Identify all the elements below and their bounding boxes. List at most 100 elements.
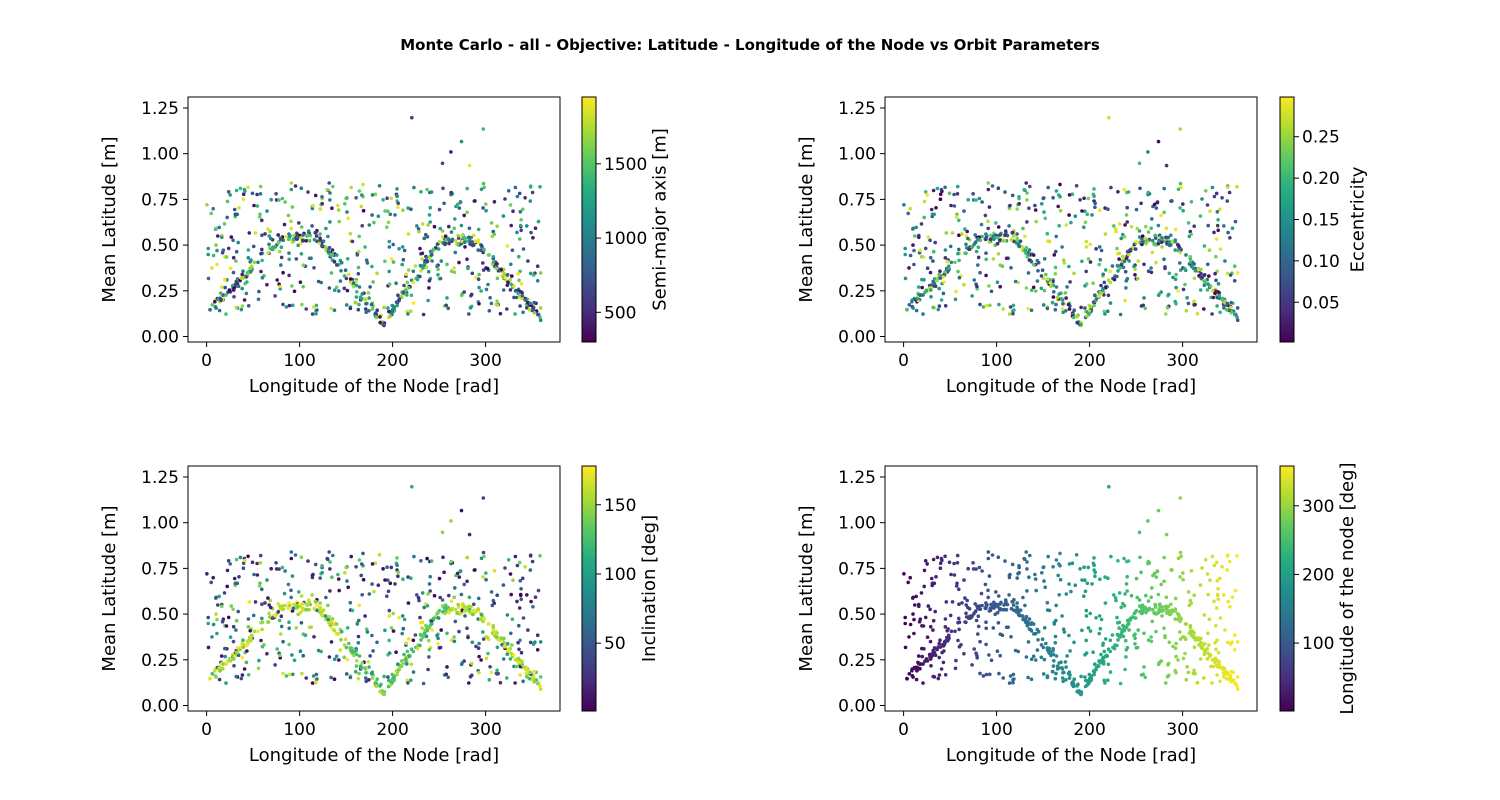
scatter-point xyxy=(519,650,524,655)
scatter-point xyxy=(1179,248,1183,252)
scatter-point xyxy=(336,203,340,208)
scatter-point xyxy=(1003,233,1007,237)
scatter-point xyxy=(470,243,475,248)
scatter-point xyxy=(332,308,337,313)
scatter-point xyxy=(1079,691,1083,696)
scatter-point xyxy=(523,196,527,200)
scatter-point xyxy=(1015,605,1019,609)
scatter-point xyxy=(1156,508,1161,513)
scatter-point xyxy=(510,248,515,252)
scatter-point xyxy=(237,206,241,210)
scatter-point xyxy=(304,676,309,680)
scatter-point xyxy=(973,610,978,614)
scatter-point xyxy=(1213,640,1217,645)
scatter-point xyxy=(1210,554,1215,559)
scatter-point xyxy=(1098,577,1102,581)
scatter-point xyxy=(953,297,958,302)
scatter-point xyxy=(535,264,540,269)
scatter-point xyxy=(348,277,353,281)
scatter-point xyxy=(416,227,421,231)
scatter-point xyxy=(1196,636,1200,641)
scatter-point xyxy=(349,185,354,190)
scatter-point xyxy=(1034,588,1038,593)
scatter-point xyxy=(403,288,408,293)
scatter-point xyxy=(374,684,379,689)
scatter-point xyxy=(421,312,426,317)
scatter-point xyxy=(344,672,349,676)
scatter-point xyxy=(225,199,230,204)
scatter-point xyxy=(952,192,956,197)
scatter-point xyxy=(1184,678,1189,682)
scatter-point xyxy=(1225,554,1230,558)
scatter-point xyxy=(332,677,337,681)
scatter-point xyxy=(973,241,978,245)
scatter-point xyxy=(301,632,306,636)
scatter-point xyxy=(289,588,293,593)
scatter-point xyxy=(1007,224,1011,228)
scatter-point xyxy=(1214,606,1219,610)
scatter-point xyxy=(1176,187,1181,192)
scatter-point xyxy=(943,185,947,190)
scatter-point xyxy=(1137,229,1142,233)
scatter-point xyxy=(345,579,349,583)
scatter-point xyxy=(945,260,949,264)
scatter-point xyxy=(1162,626,1166,630)
scatter-point xyxy=(1070,192,1075,196)
scatter-point xyxy=(417,229,421,234)
scatter-point xyxy=(402,283,406,288)
scatter-point xyxy=(373,192,378,196)
scatter-point xyxy=(1057,593,1061,597)
scatter-point xyxy=(323,245,328,249)
scatter-point xyxy=(1085,212,1090,217)
scatter-point xyxy=(446,675,451,680)
scatter-point xyxy=(206,621,210,626)
scatter-point xyxy=(438,595,443,600)
scatter-point xyxy=(394,650,398,654)
scatter-point xyxy=(975,653,979,658)
scatter-point xyxy=(1122,604,1127,608)
scatter-point xyxy=(425,259,430,264)
scatter-point xyxy=(245,280,249,284)
scatter-point xyxy=(465,579,469,584)
scatter-point xyxy=(426,638,431,643)
scatter-point xyxy=(937,304,942,308)
scatter-point xyxy=(1010,193,1015,198)
scatter-point xyxy=(231,624,236,629)
scatter-point xyxy=(521,247,526,251)
scatter-point xyxy=(509,282,513,287)
scatter-point xyxy=(937,286,941,291)
scatter-point xyxy=(430,259,434,263)
scatter-point xyxy=(530,559,535,564)
scatter-point xyxy=(1040,571,1044,575)
scatter-point xyxy=(1097,631,1101,636)
scatter-point xyxy=(290,205,295,209)
scatter-point xyxy=(370,582,374,586)
scatter-point xyxy=(383,209,387,213)
scatter-point xyxy=(1084,638,1088,643)
scatter-panel-4: 0 100 200 3000.000.250.500.751.001.25Longit… xyxy=(796,462,1358,766)
scatter-point xyxy=(521,310,525,315)
scatter-point xyxy=(348,675,353,680)
scatter-point xyxy=(287,601,291,605)
scatter-point xyxy=(306,190,310,194)
scatter-point xyxy=(445,665,449,669)
scatter-point xyxy=(394,281,398,286)
scatter-point xyxy=(1192,672,1197,676)
scatter-point xyxy=(299,186,304,190)
scatter-point xyxy=(428,220,433,224)
scatter-point xyxy=(984,642,988,647)
scatter-point xyxy=(453,250,458,255)
scatter-point xyxy=(447,224,451,229)
scatter-point xyxy=(306,229,311,233)
scatter-point xyxy=(350,608,355,613)
scatter-point xyxy=(517,254,521,259)
scatter-point xyxy=(1228,674,1233,679)
scatter-point xyxy=(921,255,926,259)
scatter-point xyxy=(955,561,960,565)
scatter-point xyxy=(394,300,399,305)
y-tick-label: 0.00 xyxy=(141,697,179,717)
scatter-point xyxy=(339,260,344,265)
scatter-point xyxy=(1173,596,1178,601)
scatter-point xyxy=(269,197,274,202)
scatter-point xyxy=(470,240,475,244)
